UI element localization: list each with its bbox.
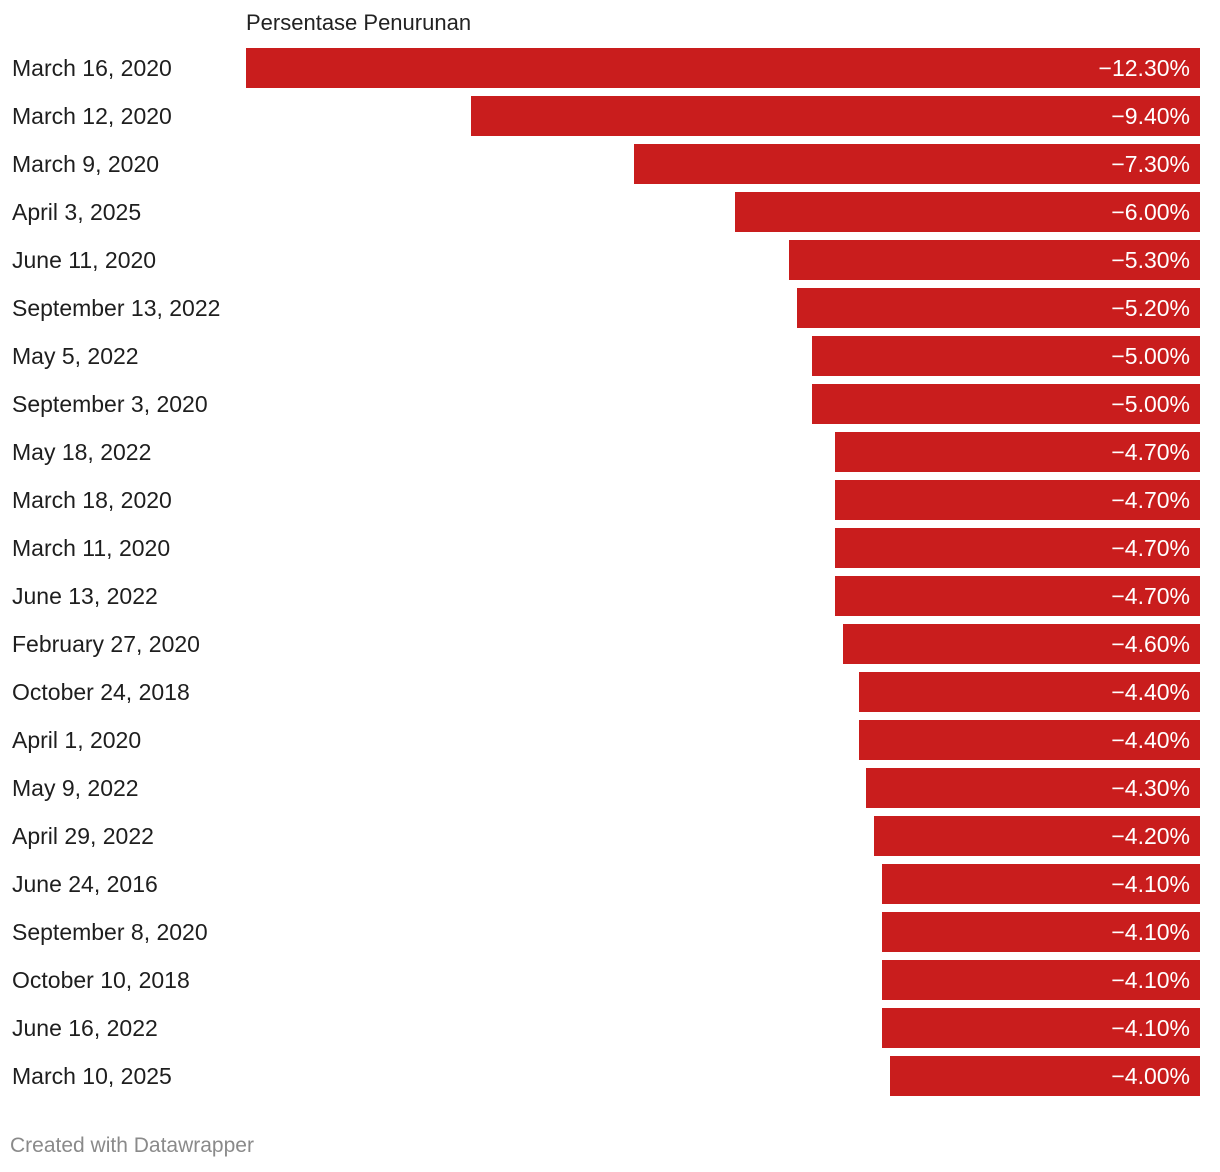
bar-value-label: −4.00% xyxy=(1111,1063,1190,1089)
bar-value-label: −4.70% xyxy=(1111,487,1190,513)
credit-text[interactable]: Created with Datawrapper xyxy=(10,1134,254,1157)
bar[interactable]: −4.70% xyxy=(835,528,1200,568)
column-title: Persentase Penurunan xyxy=(246,10,472,35)
category-label: September 3, 2020 xyxy=(12,391,208,417)
bar-row: March 18, 2020 −4.70% xyxy=(0,480,1220,520)
category-label: June 11, 2020 xyxy=(12,247,157,273)
bar[interactable]: −5.00% xyxy=(812,384,1200,424)
category-label: September 13, 2022 xyxy=(12,295,221,321)
bar[interactable]: −12.30% xyxy=(246,48,1200,88)
bar-row: April 29, 2022 −4.20% xyxy=(0,816,1220,856)
category-label: October 24, 2018 xyxy=(12,679,190,705)
category-label: March 11, 2020 xyxy=(12,535,171,561)
category-label: April 1, 2020 xyxy=(12,727,142,753)
bar-row: May 18, 2022 −4.70% xyxy=(0,432,1220,472)
bar-row: February 27, 2020 −4.60% xyxy=(0,624,1220,664)
bar[interactable]: −4.30% xyxy=(866,768,1200,808)
category-label: April 29, 2022 xyxy=(12,823,154,849)
bar-row: October 10, 2018 −4.10% xyxy=(0,960,1220,1000)
bar[interactable]: −4.20% xyxy=(874,816,1200,856)
category-label: October 10, 2018 xyxy=(12,967,190,993)
bar-value-label: −4.70% xyxy=(1111,583,1190,609)
bar-value-label: −5.20% xyxy=(1111,295,1190,321)
category-label: February 27, 2020 xyxy=(12,631,200,657)
bar[interactable]: −5.30% xyxy=(789,240,1200,280)
category-label: March 18, 2020 xyxy=(12,487,172,513)
bar-row: April 3, 2025 −6.00% xyxy=(0,192,1220,232)
bar-value-label: −7.30% xyxy=(1111,151,1190,177)
bar-row: September 8, 2020 −4.10% xyxy=(0,912,1220,952)
category-label: March 12, 2020 xyxy=(12,103,172,129)
bar-value-label: −4.20% xyxy=(1111,823,1190,849)
bar-value-label: −4.30% xyxy=(1111,775,1190,801)
bar-row: June 24, 2016 −4.10% xyxy=(0,864,1220,904)
category-label: June 16, 2022 xyxy=(12,1015,158,1041)
category-label: June 24, 2016 xyxy=(12,871,158,897)
bar-value-label: −4.10% xyxy=(1111,919,1190,945)
category-label: March 10, 2025 xyxy=(12,1063,172,1089)
bar[interactable]: −6.00% xyxy=(735,192,1200,232)
bar-value-label: −9.40% xyxy=(1111,103,1190,129)
category-label: May 5, 2022 xyxy=(12,343,139,369)
bar-row: March 9, 2020 −7.30% xyxy=(0,144,1220,184)
bar[interactable]: −4.60% xyxy=(843,624,1200,664)
bar-value-label: −4.10% xyxy=(1111,871,1190,897)
category-label: April 3, 2025 xyxy=(12,199,142,225)
bar[interactable]: −4.10% xyxy=(882,1008,1200,1048)
category-label: May 18, 2022 xyxy=(12,439,152,465)
bar[interactable]: −4.10% xyxy=(882,960,1200,1000)
bar-value-label: −5.00% xyxy=(1111,391,1190,417)
bar[interactable]: −4.70% xyxy=(835,576,1200,616)
bar-row: June 13, 2022 −4.70% xyxy=(0,576,1220,616)
bar[interactable]: −9.40% xyxy=(471,96,1200,136)
bar-row: April 1, 2020 −4.40% xyxy=(0,720,1220,760)
bar-row: May 5, 2022 −5.00% xyxy=(0,336,1220,376)
bar-row: March 16, 2020 −12.30% xyxy=(0,48,1220,88)
bar-row: October 24, 2018 −4.40% xyxy=(0,672,1220,712)
category-label: September 8, 2020 xyxy=(12,919,208,945)
bar-value-label: −4.70% xyxy=(1111,535,1190,561)
bar[interactable]: −4.70% xyxy=(835,480,1200,520)
bar-value-label: −4.60% xyxy=(1111,631,1190,657)
bar-value-label: −4.40% xyxy=(1111,679,1190,705)
bar-value-label: −4.40% xyxy=(1111,727,1190,753)
category-label: June 13, 2022 xyxy=(12,583,158,609)
bar[interactable]: −4.40% xyxy=(859,720,1200,760)
category-label: May 9, 2022 xyxy=(12,775,139,801)
bar[interactable]: −4.00% xyxy=(890,1056,1200,1096)
bar-row: September 13, 2022 −5.20% xyxy=(0,288,1220,328)
bar-row: September 3, 2020 −5.00% xyxy=(0,384,1220,424)
bar-row: March 10, 2025 −4.00% xyxy=(0,1056,1220,1096)
bar[interactable]: −7.30% xyxy=(634,144,1200,184)
bar[interactable]: −4.40% xyxy=(859,672,1200,712)
bar[interactable]: −5.00% xyxy=(812,336,1200,376)
bar[interactable]: −4.70% xyxy=(835,432,1200,472)
bar-value-label: −4.70% xyxy=(1111,439,1190,465)
bar-row: March 12, 2020 −9.40% xyxy=(0,96,1220,136)
bar[interactable]: −4.10% xyxy=(882,912,1200,952)
bar-value-label: −4.10% xyxy=(1111,967,1190,993)
bar-row: May 9, 2022 −4.30% xyxy=(0,768,1220,808)
category-label: March 9, 2020 xyxy=(12,151,160,177)
bar-value-label: −12.30% xyxy=(1098,55,1190,81)
bar[interactable]: −4.10% xyxy=(882,864,1200,904)
bar-value-label: −5.30% xyxy=(1111,247,1190,273)
bar[interactable]: −5.20% xyxy=(797,288,1200,328)
category-label: March 16, 2020 xyxy=(12,55,172,81)
bar-value-label: −6.00% xyxy=(1111,199,1190,225)
bar-row: June 16, 2022 −4.10% xyxy=(0,1008,1220,1048)
bar-row: March 11, 2020 −4.70% xyxy=(0,528,1220,568)
bar-value-label: −5.00% xyxy=(1111,343,1190,369)
bar-value-label: −4.10% xyxy=(1111,1015,1190,1041)
bar-row: June 11, 2020 −5.30% xyxy=(0,240,1220,280)
